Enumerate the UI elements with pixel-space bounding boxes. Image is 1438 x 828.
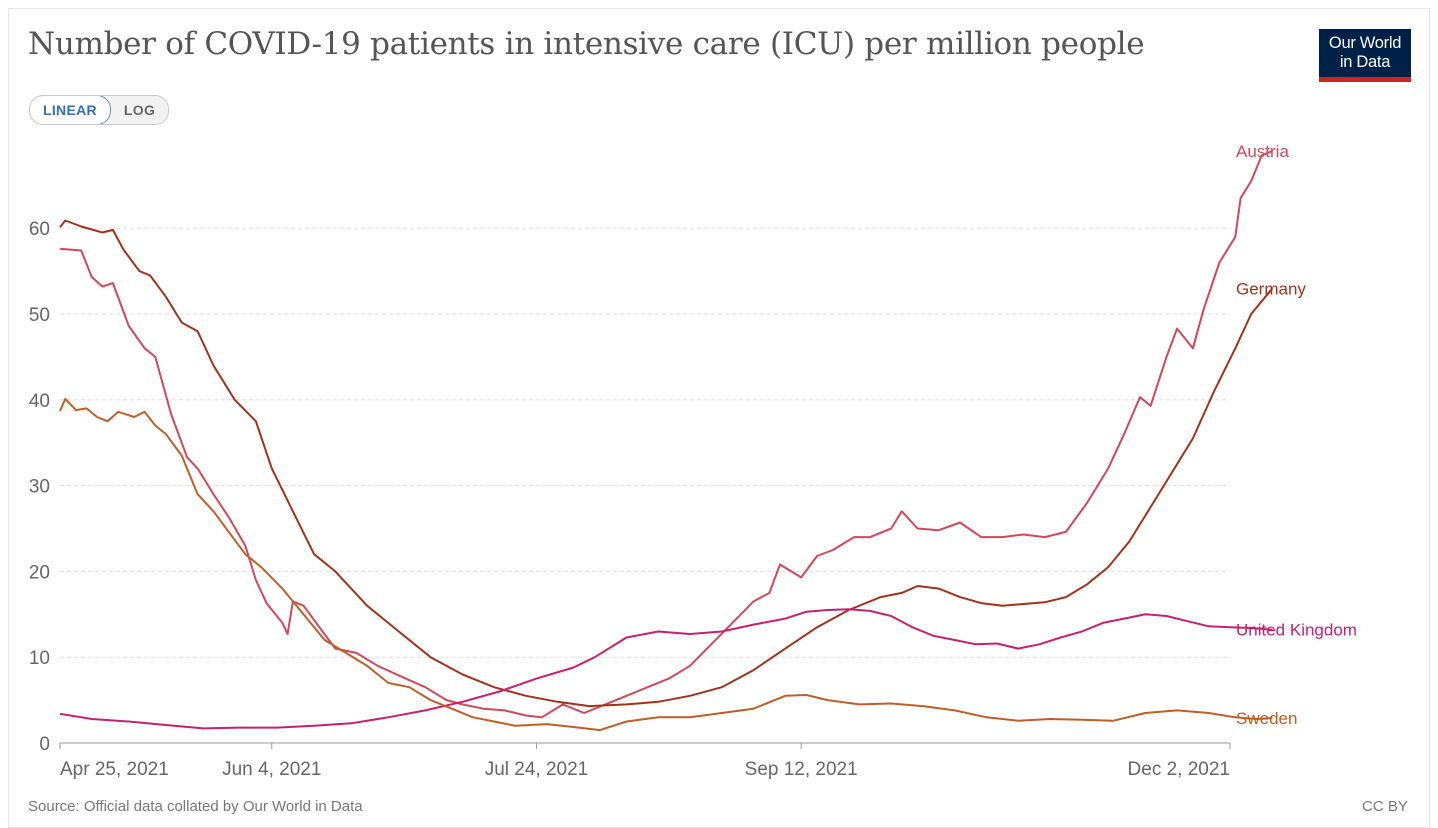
y-tick-label: 30: [29, 477, 50, 498]
log-scale-button[interactable]: LOG: [110, 96, 169, 124]
series-label-austria[interactable]: Austria: [1236, 142, 1289, 161]
y-tick-label: 50: [29, 305, 50, 326]
x-axis-labels: Apr 25, 2021 Jun 4, 2021 Jul 24, 2021 Sep 1…: [60, 759, 1230, 780]
y-tick-label: 20: [29, 562, 50, 583]
license-link[interactable]: CC BY: [1362, 798, 1408, 815]
series-line-united-kingdom[interactable]: [59, 608, 1273, 730]
series-labels: Austria Germany United Kingdom Sweden: [1236, 142, 1357, 728]
y-tick-label: 10: [29, 648, 50, 669]
series-lines: [59, 150, 1274, 732]
logo-accent-bar: [1319, 77, 1411, 82]
x-tick-label: Jun 4, 2021: [222, 759, 321, 780]
x-tick-label: Dec 2, 2021: [1128, 759, 1230, 780]
y-axis-labels: 0 10 20 30 40 50 60: [29, 219, 50, 755]
chart-frame: [8, 8, 1430, 828]
series-line-austria[interactable]: [59, 150, 1273, 719]
y-tick-label: 60: [29, 219, 50, 240]
x-axis: [59, 742, 1231, 749]
series-label-sweden[interactable]: Sweden: [1236, 709, 1297, 728]
logo-line-2: in Data: [1339, 53, 1391, 71]
x-tick-label: Sep 12, 2021: [745, 759, 858, 780]
x-tick-label: Apr 25, 2021: [60, 759, 169, 780]
grid-lines: [60, 227, 1230, 658]
linear-scale-button[interactable]: LINEAR: [30, 96, 111, 124]
scale-toggle: LINEAR LOG: [29, 95, 170, 125]
owid-logo[interactable]: Our World in Data: [1319, 29, 1411, 82]
series-line-germany[interactable]: [59, 219, 1274, 708]
line-chart: 0 10 20 30 40 50 60 Apr 25, 2021 Jun 4, 2021 Jul…: [29, 142, 1357, 780]
source-note: Source: Official data collated by Our Wo…: [28, 798, 363, 815]
series-label-germany[interactable]: Germany: [1236, 279, 1306, 298]
y-tick-label: 0: [39, 734, 50, 755]
page-title: Number of COVID-19 patients in intensive…: [28, 26, 1145, 62]
series-label-united-kingdom[interactable]: United Kingdom: [1236, 621, 1357, 640]
y-tick-label: 40: [29, 391, 50, 412]
series-line-sweden[interactable]: [59, 397, 1273, 732]
x-tick-label: Jul 24, 2021: [485, 759, 589, 780]
logo-line-1: Our World: [1328, 34, 1402, 52]
